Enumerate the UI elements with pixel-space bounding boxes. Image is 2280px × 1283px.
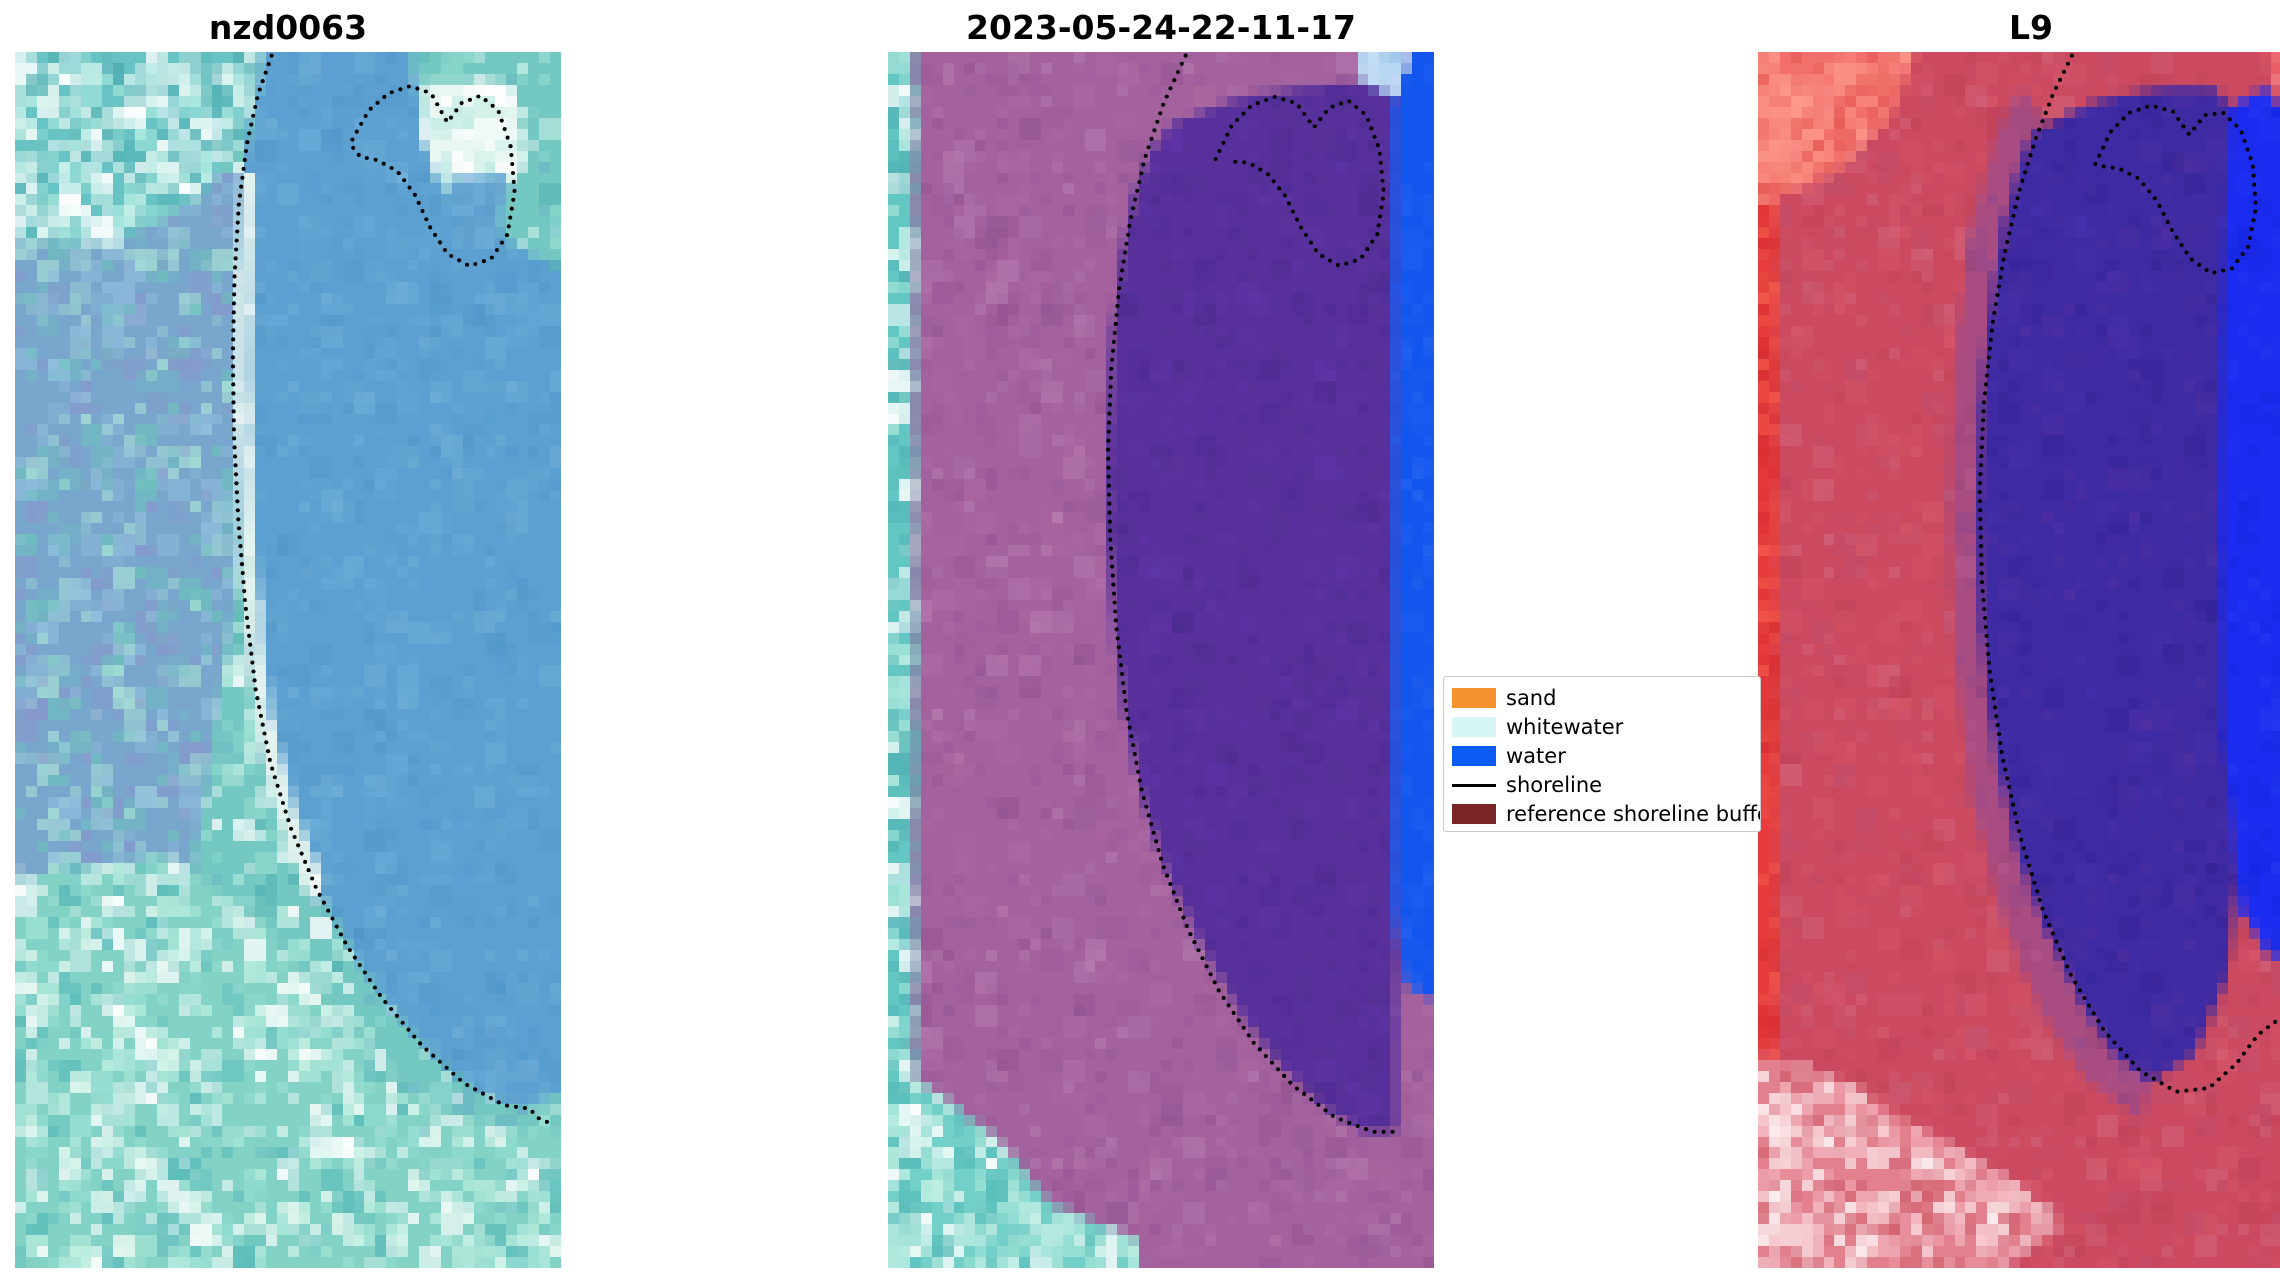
legend-entry-whitewater: whitewater <box>1452 712 1760 741</box>
reference-buffer-swatch <box>1452 803 1496 824</box>
legend-entry-sand: sand <box>1452 683 1760 712</box>
legend-label-shoreline: shoreline <box>1506 772 1603 797</box>
water-swatch <box>1452 745 1496 766</box>
panel-3-l9-image <box>1758 52 2280 1268</box>
legend: sand whitewater water shoreline referenc… <box>1443 676 1761 832</box>
shoreline-line-swatch <box>1452 775 1496 795</box>
legend-entry-water: water <box>1452 741 1760 770</box>
panel-1-satellite-image <box>15 52 561 1268</box>
legend-entry-shoreline: shoreline <box>1452 770 1760 799</box>
legend-label-whitewater: whitewater <box>1506 714 1624 739</box>
whitewater-swatch <box>1452 716 1496 737</box>
legend-label-reference-buffer: reference shoreline buffer <box>1506 801 1761 826</box>
legend-entry-reference-buffer: reference shoreline buffer <box>1452 799 1760 828</box>
shoreline-line-icon <box>1452 783 1496 787</box>
legend-label-sand: sand <box>1506 685 1557 710</box>
panel-3-title: L9 <box>2009 8 2053 47</box>
panel-1-title: nzd0063 <box>208 8 368 47</box>
panel-2-title: 2023-05-24-22-11-17 <box>966 8 1356 47</box>
legend-label-water: water <box>1506 743 1566 768</box>
panel-2-classified-image <box>888 52 1434 1268</box>
sand-swatch <box>1452 687 1496 708</box>
